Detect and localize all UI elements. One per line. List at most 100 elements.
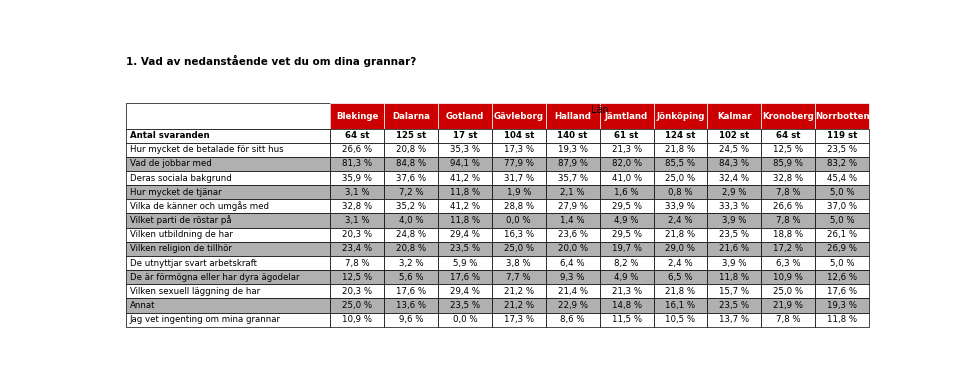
Text: 20,3 %: 20,3 %	[342, 230, 372, 239]
Text: 11,8 %: 11,8 %	[450, 188, 480, 197]
Bar	[815, 228, 869, 242]
Bar	[599, 103, 653, 129]
Bar	[599, 143, 653, 157]
Text: 21,9 %: 21,9 %	[773, 301, 804, 310]
Text: 11,8 %: 11,8 %	[719, 273, 749, 282]
Bar	[815, 129, 869, 143]
Bar	[761, 270, 815, 284]
Text: 21,6 %: 21,6 %	[719, 244, 749, 254]
Bar	[761, 256, 815, 270]
Text: 2,9 %: 2,9 %	[722, 188, 747, 197]
Text: 21,8 %: 21,8 %	[666, 230, 695, 239]
Text: Kronoberg: Kronoberg	[762, 111, 814, 121]
Bar	[546, 242, 599, 256]
Bar	[761, 228, 815, 242]
Text: 23,4 %: 23,4 %	[342, 244, 372, 254]
Bar	[599, 129, 653, 143]
Bar	[492, 242, 546, 256]
Bar	[330, 242, 385, 256]
Text: 11,8 %: 11,8 %	[827, 315, 857, 324]
Bar	[126, 185, 330, 199]
Bar	[438, 298, 492, 313]
Text: 32,8 %: 32,8 %	[342, 202, 372, 211]
Bar	[438, 185, 492, 199]
Bar	[599, 185, 653, 199]
Text: 41,2 %: 41,2 %	[450, 202, 480, 211]
Text: Vilka de känner och umgås med: Vilka de känner och umgås med	[129, 201, 269, 211]
Text: 5,0 %: 5,0 %	[830, 188, 854, 197]
Bar	[126, 157, 330, 171]
Bar	[385, 185, 438, 199]
Text: Jämtland: Jämtland	[605, 111, 648, 121]
Bar	[546, 199, 599, 213]
Text: 17 st: 17 st	[453, 131, 478, 140]
Text: 3,2 %: 3,2 %	[399, 259, 423, 267]
Bar	[385, 143, 438, 157]
Text: 85,9 %: 85,9 %	[773, 159, 804, 169]
Bar	[815, 157, 869, 171]
Bar	[708, 256, 761, 270]
Text: 26,9 %: 26,9 %	[827, 244, 857, 254]
Text: 24,5 %: 24,5 %	[719, 145, 749, 154]
Text: Vilket parti de röstar på: Vilket parti de röstar på	[129, 216, 231, 226]
Bar	[385, 103, 438, 129]
Bar	[708, 199, 761, 213]
Bar	[761, 157, 815, 171]
Text: 20,0 %: 20,0 %	[557, 244, 588, 254]
Bar	[492, 185, 546, 199]
Text: 29,5 %: 29,5 %	[612, 202, 642, 211]
Text: 26,1 %: 26,1 %	[827, 230, 857, 239]
Bar	[438, 143, 492, 157]
Text: 3,9 %: 3,9 %	[722, 259, 747, 267]
Bar	[815, 242, 869, 256]
Text: 24,8 %: 24,8 %	[396, 230, 426, 239]
Text: 0,0 %: 0,0 %	[506, 216, 531, 225]
Text: 7,8 %: 7,8 %	[345, 259, 369, 267]
Text: 23,5 %: 23,5 %	[719, 230, 749, 239]
Text: 25,0 %: 25,0 %	[503, 244, 534, 254]
Bar	[761, 171, 815, 185]
Bar	[653, 256, 708, 270]
Bar	[385, 228, 438, 242]
Text: 21,3 %: 21,3 %	[612, 145, 642, 154]
Bar	[385, 157, 438, 171]
Text: 5,9 %: 5,9 %	[453, 259, 478, 267]
Bar	[385, 213, 438, 228]
Bar	[546, 228, 599, 242]
Bar	[330, 270, 385, 284]
Text: 61 st: 61 st	[615, 131, 639, 140]
Bar	[385, 270, 438, 284]
Text: 4,0 %: 4,0 %	[399, 216, 423, 225]
Bar	[599, 228, 653, 242]
Bar	[546, 143, 599, 157]
Text: 25,0 %: 25,0 %	[773, 287, 804, 296]
Text: 23,5 %: 23,5 %	[450, 244, 480, 254]
Text: 104 st: 104 st	[503, 131, 534, 140]
Bar	[546, 256, 599, 270]
Text: Antal svaranden: Antal svaranden	[129, 131, 209, 140]
Text: 20,8 %: 20,8 %	[396, 145, 426, 154]
Text: Blekinge: Blekinge	[336, 111, 379, 121]
Bar	[385, 284, 438, 298]
Text: 23,5 %: 23,5 %	[719, 301, 749, 310]
Text: Vilken religion de tillhör: Vilken religion de tillhör	[129, 244, 231, 254]
Text: Gävleborg: Gävleborg	[494, 111, 544, 121]
Text: 20,8 %: 20,8 %	[396, 244, 426, 254]
Bar	[761, 213, 815, 228]
Text: 2,1 %: 2,1 %	[560, 188, 585, 197]
Bar	[708, 270, 761, 284]
Bar	[599, 171, 653, 185]
Text: 18,8 %: 18,8 %	[773, 230, 804, 239]
Text: 12,6 %: 12,6 %	[827, 273, 857, 282]
Bar	[708, 228, 761, 242]
Bar	[126, 171, 330, 185]
Bar	[653, 143, 708, 157]
Bar	[761, 242, 815, 256]
Text: 32,8 %: 32,8 %	[773, 173, 804, 183]
Bar	[546, 103, 599, 129]
Bar	[438, 256, 492, 270]
Bar	[385, 256, 438, 270]
Text: 19,7 %: 19,7 %	[612, 244, 642, 254]
Bar	[653, 242, 708, 256]
Bar	[126, 103, 330, 129]
